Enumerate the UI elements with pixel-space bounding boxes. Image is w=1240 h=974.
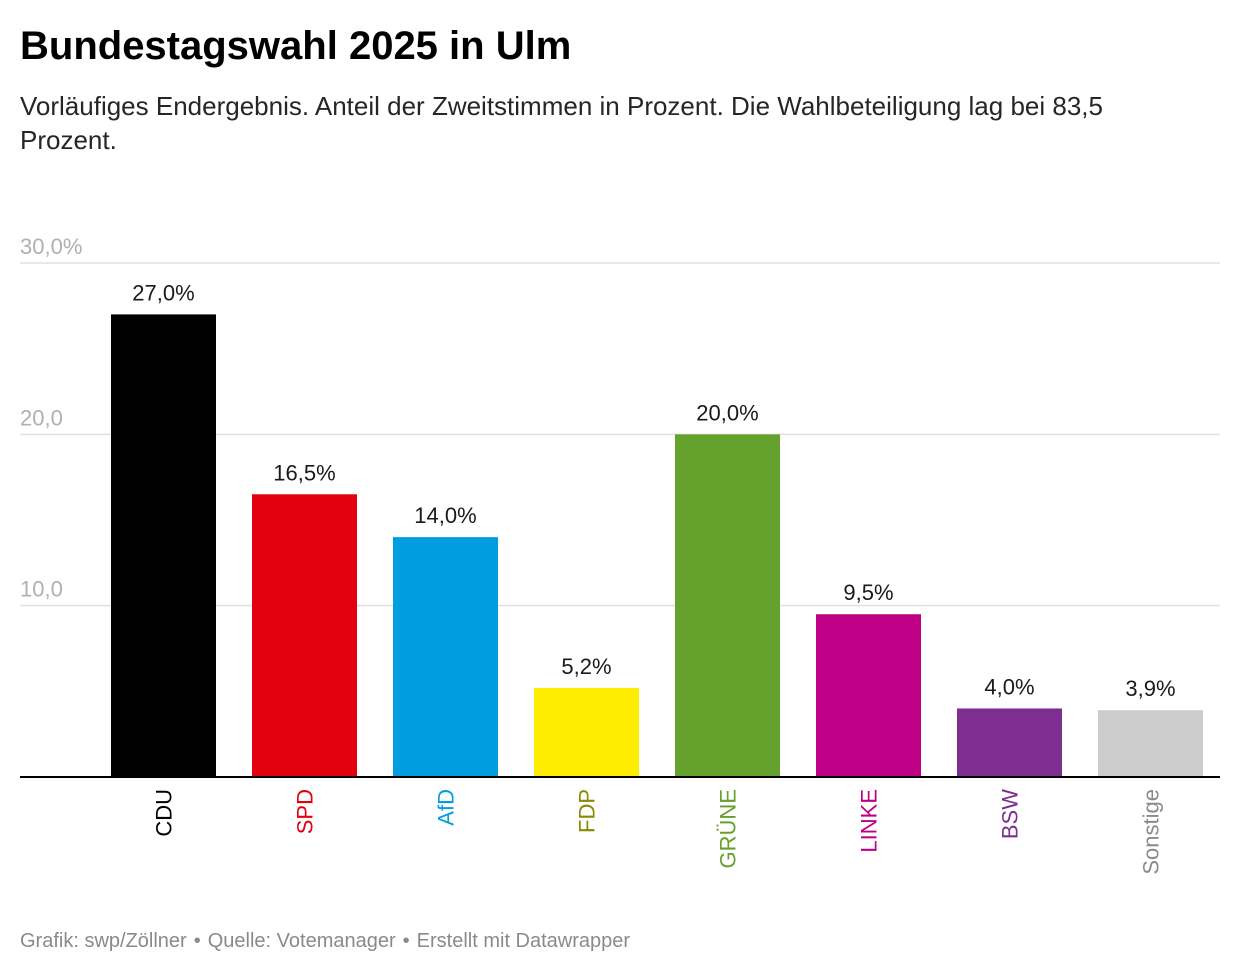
chart-title: Bundestagswahl 2025 in Ulm (20, 24, 572, 68)
footer-source: Quelle: Votemanager (207, 930, 396, 952)
category-label: CDU (152, 789, 177, 837)
footer-separator: • (402, 930, 410, 952)
label-layer: 27,0% CDU 16,5% SPD 14,0% AfD 5,2% FDP 20,0% GRÜN… (132, 280, 1175, 874)
bar-layer (111, 314, 1203, 777)
category-label: LINKE (857, 789, 882, 853)
value-label: 16,5% (273, 460, 335, 485)
bar-bsw (957, 708, 1062, 777)
y-tick-label: 30,0% (20, 234, 82, 259)
bar-cdu (111, 314, 216, 777)
chart-footer: Grafik: swp/Zöllner • Quelle: Votemanager •… (20, 928, 630, 954)
value-label: 27,0% (132, 280, 194, 305)
bar-linke (816, 614, 921, 777)
y-tick-label: 10,0 (20, 577, 63, 602)
value-label: 9,5% (843, 580, 893, 605)
value-label: 4,0% (984, 674, 1034, 699)
footer-credit: Grafik: swp/Zöllner (20, 930, 187, 952)
bar-fdp (534, 687, 639, 777)
category-label: BSW (998, 789, 1023, 839)
category-label: FDP (575, 789, 600, 833)
bar-afd (393, 537, 498, 777)
category-label: Sonstige (1139, 789, 1164, 875)
footer-tool: Erstellt mit Datawrapper (416, 930, 631, 952)
category-label: AfD (434, 789, 459, 826)
category-label: GRÜNE (716, 789, 741, 868)
y-tick-label: 20,0 (20, 405, 63, 430)
value-label: 14,0% (414, 503, 476, 528)
grid-layer: 10,0 20,0 30,0% (20, 234, 1220, 607)
footer-separator: • (193, 930, 201, 952)
bar-spd (252, 494, 357, 777)
value-label: 20,0% (696, 400, 758, 425)
chart-subtitle: Vorläufiges Endergebnis. Anteil der Zwei… (20, 91, 1103, 155)
value-label: 5,2% (561, 654, 611, 679)
bar-grüne (675, 434, 780, 777)
value-label: 3,9% (1125, 676, 1175, 701)
category-label: SPD (293, 789, 318, 834)
bar-sonstige (1098, 710, 1203, 777)
